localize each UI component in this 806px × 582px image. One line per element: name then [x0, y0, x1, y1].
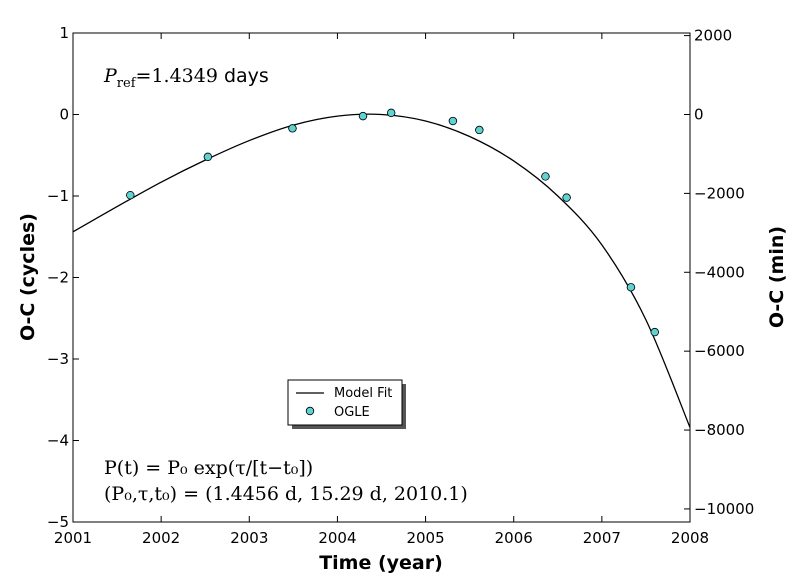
y-axis-title-right: O-C (min) [766, 226, 788, 328]
ticks: 2001 2002 2003 2004 2005 2006 2007 2008 1 0 −1 −2 −3… [47, 24, 754, 547]
x-tick-label: 2005 [406, 529, 444, 547]
formula-line-1: P(t) = P₀ exp(τ/[t−t₀]) [104, 457, 313, 479]
ogle-point [475, 125, 484, 135]
ogle-points [126, 108, 659, 337]
legend-point-sample [305, 406, 315, 416]
formula-line-2: (P₀,τ,t₀) = (1.4456 d, 15.29 d, 2010.1) [104, 483, 468, 505]
x-axis-title: Time (year) [319, 552, 443, 574]
ogle-point [126, 190, 135, 200]
legend-fit-label: Model Fit [334, 386, 392, 401]
x-tick-label: 2004 [318, 529, 356, 547]
y-tick-label-left: 1 [59, 24, 69, 42]
x-tick-label: 2007 [583, 529, 621, 547]
x-tick-label: 2002 [142, 529, 180, 547]
ogle-point [562, 193, 571, 202]
y-tick-label-right: −6000 [694, 342, 745, 360]
y-tick-label-left: −2 [47, 269, 69, 287]
ogle-point [203, 152, 213, 162]
y-tick-label-right: −2000 [694, 184, 745, 202]
legend: Model Fit OGLE [287, 379, 406, 429]
y-tick-label-left: −3 [47, 350, 69, 368]
x-tick-label: 2001 [54, 529, 92, 547]
plot-frame [72, 32, 691, 523]
y-tick-label-right: −8000 [694, 421, 745, 439]
y-tick-label-left: 0 [59, 106, 69, 124]
ogle-point [626, 283, 636, 292]
x-tick-label: 2008 [671, 529, 709, 547]
ogle-point [448, 116, 458, 126]
pref-symbol: P [103, 65, 118, 87]
ogle-point [650, 327, 659, 337]
y-tick-label-left: −5 [47, 513, 69, 531]
y-tick-label-left: −4 [47, 432, 69, 450]
x-tick-label: 2006 [495, 529, 533, 547]
legend-points-label: OGLE [334, 405, 370, 420]
ogle-point [541, 172, 550, 181]
ogle-point [358, 111, 368, 121]
y-tick-label-right: 2000 [694, 27, 732, 45]
pref-subscript: ref [117, 76, 137, 91]
y-tick-label-right: 0 [694, 106, 704, 124]
pref-unit: days [224, 65, 269, 87]
pref-annotation: Pref=1.4349 days [103, 65, 269, 91]
ogle-point [386, 108, 396, 118]
x-tick-label: 2003 [230, 529, 268, 547]
pref-value: =1.4349 [136, 65, 218, 87]
y-tick-label-left: −1 [47, 187, 69, 205]
y-tick-label-right: −4000 [694, 263, 745, 281]
y-tick-label-right: −10000 [694, 500, 754, 518]
legend-box [287, 379, 403, 426]
y-axis-title-left: O-C (cycles) [17, 213, 39, 341]
ogle-point [288, 124, 297, 133]
